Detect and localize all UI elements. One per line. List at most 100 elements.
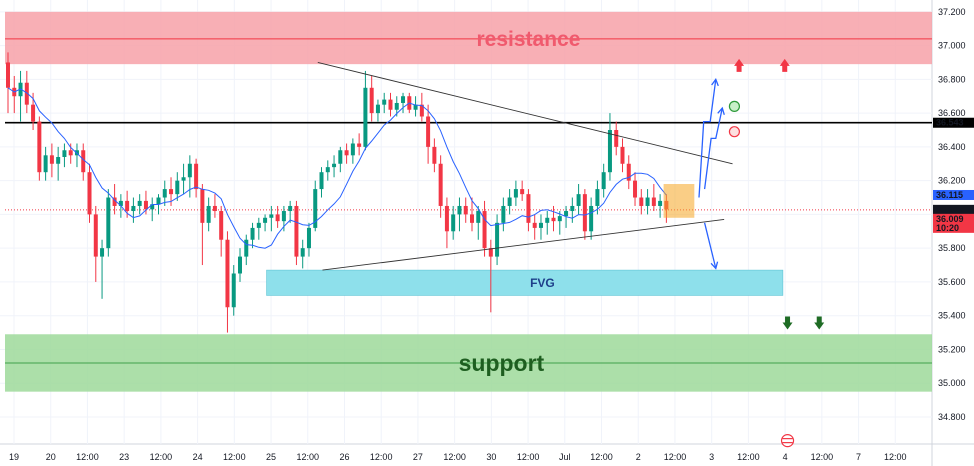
candle-body [576,194,581,206]
candle-body [62,150,67,158]
y-tick-label: 36.600 [938,108,966,118]
candle-body [281,211,286,222]
candle-body [564,211,569,217]
candle-body [263,217,268,223]
candle-body [244,239,249,257]
candle-body [306,227,311,249]
candle-body [300,248,305,257]
candle-body [463,205,468,215]
candle-body [225,239,230,308]
candle-body [325,167,330,173]
x-tick-label: 12:00 [150,452,173,462]
candle-body [501,205,506,223]
candle-body [143,200,148,210]
circle-signal-icon [728,100,741,112]
candle-body [269,214,274,218]
candle-body [256,222,261,228]
y-tick-label: 36.200 [938,176,966,186]
y-tick-label: 36.400 [938,142,966,152]
candle-body [651,197,656,206]
candle-body [194,163,199,190]
x-tick-label: 12:00 [223,452,246,462]
candle-body [538,222,543,228]
candle-body [181,177,186,181]
candle-body [658,200,663,206]
y-tick-label: 34.800 [938,412,966,422]
candle-body [56,157,61,164]
candle-body [156,197,161,205]
y-tick-label: 35.000 [938,378,966,388]
candle-body [488,248,493,257]
candle-body [238,256,243,274]
x-tick-label: Jul [559,452,571,462]
circle-signal-icon [728,126,741,138]
price-badge [933,117,974,128]
candle-body [369,87,374,114]
candle-body [6,62,10,88]
fvg-zone [266,269,784,296]
candle-body [482,211,487,249]
x-tick-label: 30 [486,452,496,462]
candle-body [607,129,612,173]
x-tick-label: 25 [266,452,276,462]
candle-body [595,189,600,206]
candle-body [338,150,343,164]
candle-body [250,227,255,240]
candle-body [31,104,36,122]
x-tick-label: 27 [413,452,423,462]
candle-body [438,163,443,206]
candle-body [87,172,92,215]
projection-arrow [703,107,723,190]
candle-body [363,87,368,147]
trend-lines [317,62,733,271]
candle-body [495,222,500,257]
candle-body [513,189,518,198]
up-arrow-icon [779,58,790,72]
candle-body [633,180,638,198]
candle-body [332,163,337,168]
candle-body [169,189,174,195]
candle-body [68,150,73,156]
candle-body [112,197,117,206]
candle-body [131,205,136,212]
x-tick-label: 12:00 [664,452,687,462]
y-tick-label: 35.800 [938,243,966,253]
candle-body [470,214,475,223]
candle-body [137,200,142,206]
candle-body [313,189,318,228]
candle-body [231,273,236,308]
resistance-zone [5,11,932,65]
candle-body [93,214,98,257]
candle-body [614,129,619,147]
x-tick-label: 24 [193,452,203,462]
price-badge [933,213,974,224]
x-tick-label: 12:00 [296,452,319,462]
x-tick-label: 2 [636,452,641,462]
candle-body [357,143,362,147]
x-tick-label: 12:00 [884,452,907,462]
candle-body [24,82,29,105]
x-axis: 19 20 12:00 23 12:00 24 12:00 25 12:00 26 12:00 27 1… [9,452,907,462]
candle-body [432,146,437,164]
projection-arrow-head [710,261,719,270]
candle-body [426,116,431,147]
resistance-label: resistance [476,28,580,51]
candle-body [557,216,562,222]
candle-body [106,197,111,249]
projection-arrow [703,222,717,269]
x-tick-label: 12:00 [76,452,99,462]
candle-body [639,197,644,206]
candle-body [187,163,192,178]
candle-body [476,211,481,223]
x-tick-label: 12:00 [443,452,466,462]
candle-body [570,205,575,212]
candle-body [175,180,180,195]
candle-body [545,217,550,223]
price-zones [5,11,932,392]
price-badge-text: 36.115 [936,190,963,200]
candle-body [118,200,123,206]
price-badge-text: 36.027 [936,205,964,215]
